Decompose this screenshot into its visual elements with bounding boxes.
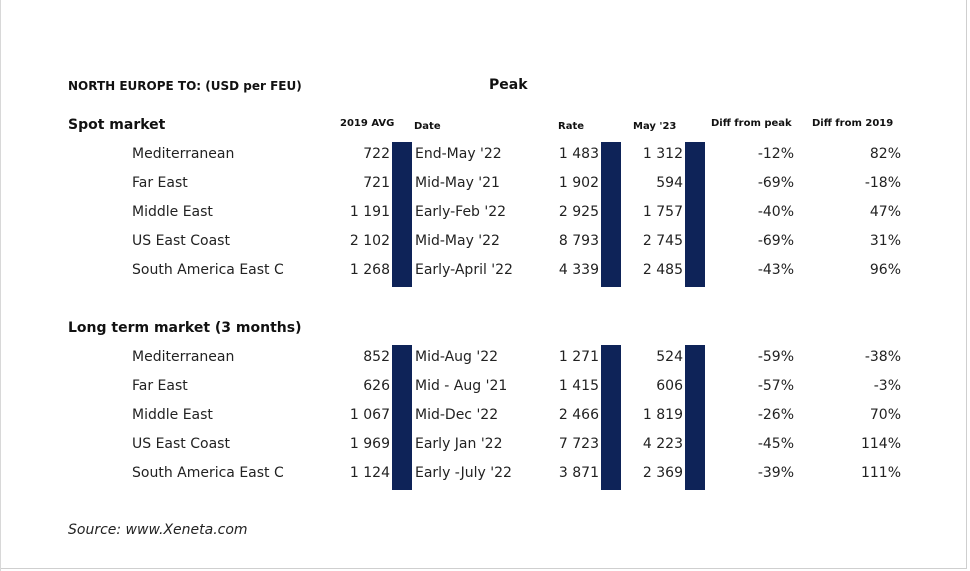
date-cell: Mid-Aug '22 <box>415 349 499 365</box>
may23-cell: 524 <box>656 349 683 365</box>
table-title: NORTH EUROPE TO: (USD per FEU) <box>68 79 302 93</box>
rate-cell: 3 871 <box>558 465 599 481</box>
col-2019-avg: 2019 AVG <box>340 118 395 129</box>
date-cell: Mid-Dec '22 <box>415 407 499 423</box>
col-diff-peak: Diff from peak <box>711 118 792 129</box>
rate-cell: 8 793 <box>558 233 599 249</box>
page-left-border <box>0 0 1 571</box>
rate-cell: 4 339 <box>558 262 599 278</box>
col-may23: May '23 <box>633 121 677 132</box>
may23-cell: 2 485 <box>642 262 683 278</box>
col-date: Date <box>414 121 441 132</box>
rate-cell: 1 271 <box>558 349 599 365</box>
rate-cell: 1 483 <box>558 146 599 162</box>
may23-cell: 4 223 <box>642 436 683 452</box>
diff-peak-cell: -59% <box>757 349 794 365</box>
avg2019-cell: 2 102 <box>349 233 390 249</box>
route-cell: US East Coast <box>132 436 230 452</box>
diff-peak-cell: -43% <box>757 262 794 278</box>
route-cell: US East Coast <box>132 233 230 249</box>
spot-bar-mid <box>601 142 621 287</box>
diff-2019-cell: -38% <box>864 349 901 365</box>
avg2019-cell: 852 <box>363 349 390 365</box>
route-cell: Middle East <box>132 204 213 220</box>
lt-bar-mid <box>601 345 621 490</box>
spot-section-title: Spot market <box>68 117 166 133</box>
route-cell: Middle East <box>132 407 213 423</box>
date-cell: Early Jan '22 <box>415 436 503 452</box>
route-cell: Far East <box>132 175 188 191</box>
may23-cell: 1 819 <box>642 407 683 423</box>
diff-peak-cell: -69% <box>757 175 794 191</box>
may23-cell: 1 312 <box>642 146 683 162</box>
diff-peak-cell: -26% <box>757 407 794 423</box>
diff-2019-cell: 70% <box>869 407 901 423</box>
date-cell: Early-Feb '22 <box>415 204 507 220</box>
may23-cell: 2 745 <box>642 233 683 249</box>
avg2019-cell: 1 191 <box>349 204 390 220</box>
date-cell: Early-April '22 <box>415 262 513 278</box>
date-cell: Mid - Aug '21 <box>415 378 508 394</box>
avg2019-cell: 1 067 <box>349 407 390 423</box>
diff-2019-cell: 111% <box>860 465 901 481</box>
date-cell: Mid-May '21 <box>415 175 500 191</box>
diff-2019-cell: 82% <box>869 146 901 162</box>
diff-2019-cell: 96% <box>869 262 901 278</box>
route-cell: Far East <box>132 378 188 394</box>
rate-cell: 2 925 <box>558 204 599 220</box>
source-note: Source: www.Xeneta.com <box>68 522 248 538</box>
diff-peak-cell: -39% <box>757 465 794 481</box>
diff-peak-cell: -45% <box>757 436 794 452</box>
rate-cell: 1 902 <box>558 175 599 191</box>
route-cell: South America East C <box>132 465 284 481</box>
diff-peak-cell: -57% <box>757 378 794 394</box>
may23-cell: 1 757 <box>642 204 683 220</box>
diff-peak-cell: -40% <box>757 204 794 220</box>
lt-bar-right <box>685 345 705 490</box>
date-cell: End-May '22 <box>415 146 502 162</box>
avg2019-cell: 1 969 <box>349 436 390 452</box>
route-cell: Mediterranean <box>132 349 235 365</box>
diff-2019-cell: 114% <box>860 436 901 452</box>
longterm-section-title: Long term market (3 months) <box>68 320 302 336</box>
col-rate: Rate <box>558 121 585 132</box>
spot-bar-right <box>685 142 705 287</box>
date-cell: Early -July '22 <box>415 465 512 481</box>
avg2019-cell: 722 <box>363 146 390 162</box>
diff-2019-cell: -3% <box>873 378 901 394</box>
may23-cell: 2 369 <box>642 465 683 481</box>
col-diff-2019: Diff from 2019 <box>812 118 894 129</box>
avg2019-cell: 626 <box>363 378 390 394</box>
may23-cell: 594 <box>656 175 683 191</box>
avg2019-cell: 1 268 <box>349 262 390 278</box>
diff-2019-cell: 31% <box>869 233 901 249</box>
may23-cell: 606 <box>656 378 683 394</box>
diff-2019-cell: 47% <box>869 204 901 220</box>
diff-peak-cell: -69% <box>757 233 794 249</box>
spot-bar-left <box>392 142 412 287</box>
diff-2019-cell: -18% <box>864 175 901 191</box>
lt-bar-left <box>392 345 412 490</box>
avg2019-cell: 1 124 <box>349 465 390 481</box>
date-cell: Mid-May '22 <box>415 233 500 249</box>
route-cell: Mediterranean <box>132 146 235 162</box>
route-cell: South America East C <box>132 262 284 278</box>
rate-cell: 7 723 <box>558 436 599 452</box>
rate-cell: 1 415 <box>558 378 599 394</box>
avg2019-cell: 721 <box>363 175 390 191</box>
diff-peak-cell: -12% <box>757 146 794 162</box>
peak-label: Peak <box>489 77 528 93</box>
rate-cell: 2 466 <box>558 407 599 423</box>
